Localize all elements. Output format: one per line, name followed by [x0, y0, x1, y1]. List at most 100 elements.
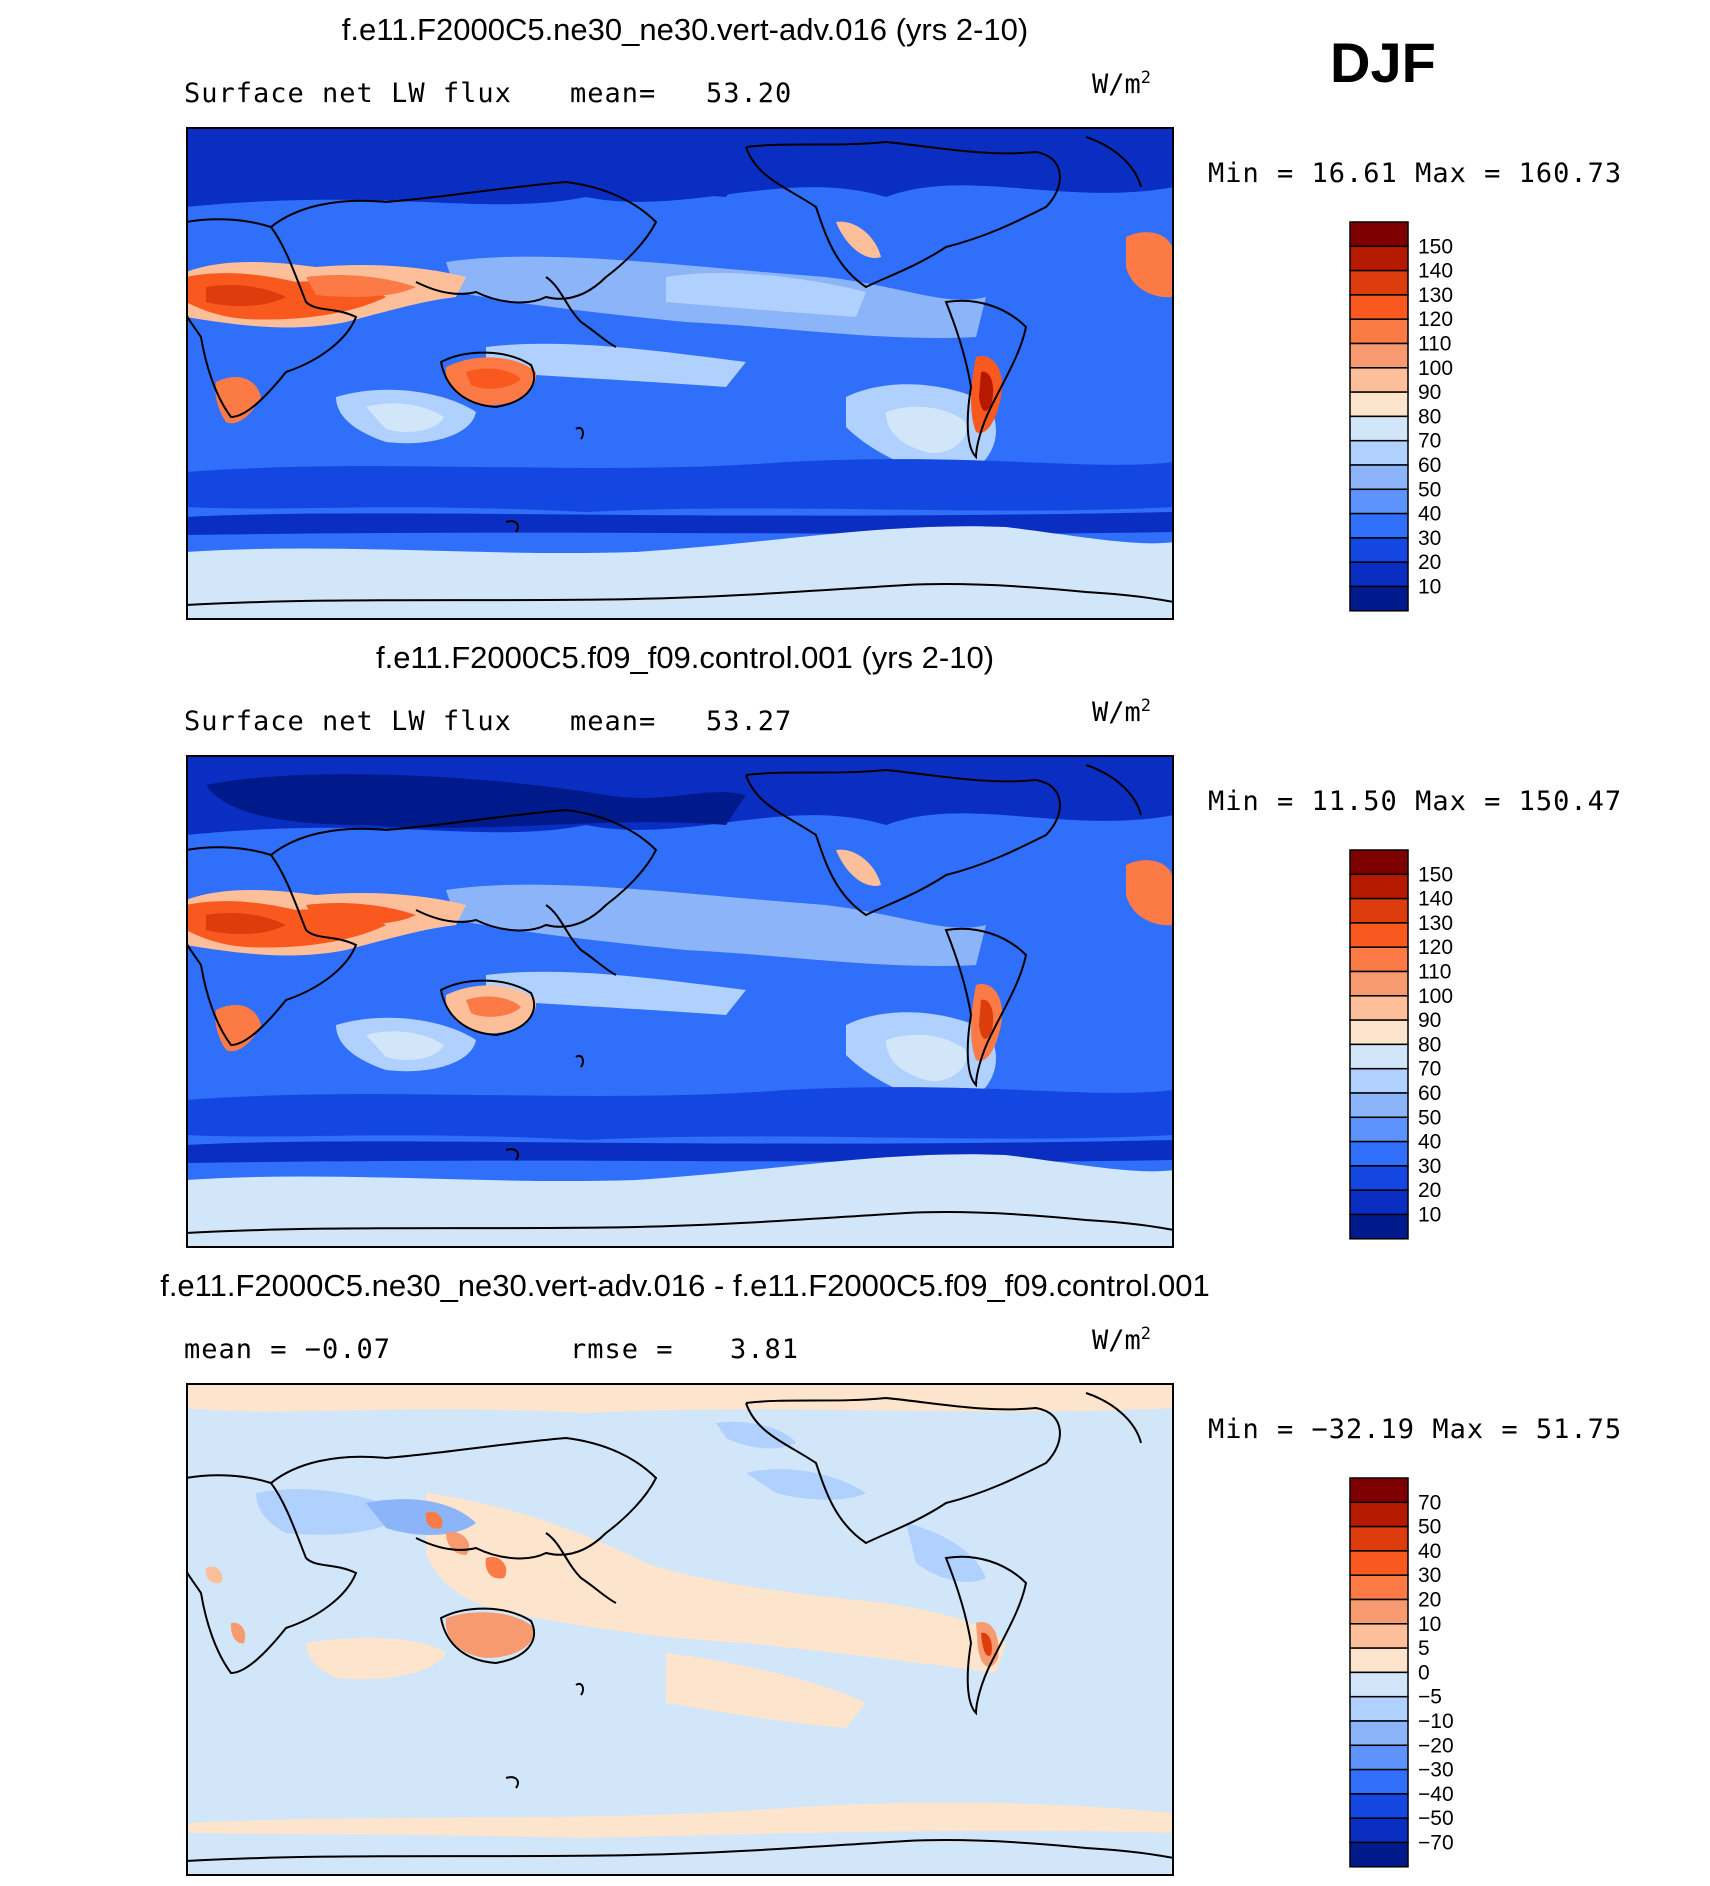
- colorbar-tick-label: 30: [1418, 1155, 1441, 1178]
- colorbar-tick-label: 20: [1418, 551, 1441, 574]
- panel-3-units: W/m2: [1092, 1324, 1152, 1356]
- colorbar-tick-label: 70: [1418, 1058, 1441, 1081]
- colorbar-box: [1349, 269, 1409, 296]
- colorbar-tick-label: 60: [1418, 454, 1441, 477]
- colorbar-tick-label: 70: [1418, 430, 1441, 453]
- colorbar-tick-label: 130: [1418, 284, 1453, 307]
- colorbar-tick-label: 30: [1418, 1564, 1441, 1587]
- colorbar-tick-label: 60: [1418, 1082, 1441, 1105]
- panel-2-minmax: Min = 11.50 Max = 150.47: [1208, 786, 1623, 817]
- colorbar-tick-label: −30: [1418, 1759, 1454, 1782]
- colorbar-box: [1349, 922, 1409, 948]
- colorbar-box: [1349, 488, 1409, 515]
- colorbar-box: [1349, 1116, 1409, 1143]
- colorbar-box: [1349, 1525, 1409, 1552]
- colorbar-tick-label: 0: [1418, 1661, 1430, 1684]
- colorbar-tick-label: 140: [1418, 260, 1453, 283]
- colorbar-tick-label: 20: [1418, 1589, 1441, 1612]
- colorbar-tick-label: 40: [1418, 1131, 1441, 1154]
- colorbar-box: [1349, 367, 1409, 393]
- colorbar-tick-label: 50: [1418, 478, 1441, 501]
- colorbar-tick-label: −20: [1418, 1734, 1454, 1757]
- colorbar-tick-label: 90: [1418, 381, 1441, 404]
- colorbar-box: [1349, 1067, 1409, 1094]
- colorbar-box: [1349, 464, 1409, 491]
- colorbar-box: [1349, 1092, 1409, 1119]
- colorbar-box: [1349, 1019, 1409, 1046]
- colorbar-box: [1349, 294, 1409, 320]
- panel-1-mean-value: 53.20: [706, 78, 793, 109]
- colorbar-box: [1349, 946, 1409, 973]
- panel-1-title: f.e11.F2000C5.ne30_ne30.vert-adv.016 (yr…: [341, 12, 1029, 47]
- panel-1-units: W/m2: [1092, 68, 1152, 100]
- panel-2-map: [186, 755, 1174, 1248]
- colorbar-box: [1349, 1213, 1409, 1240]
- colorbar-tick-label: 30: [1418, 527, 1441, 550]
- panel-3-rmse-value: 3.81: [730, 1334, 800, 1365]
- colorbar-box: [1349, 439, 1409, 466]
- colorbar-box: [1349, 1720, 1409, 1747]
- colorbar-box: [1349, 221, 1409, 248]
- panel-2-title: f.e11.F2000C5.f09_f09.control.001 (yrs 2…: [375, 640, 995, 675]
- colorbar-box: [1349, 1695, 1409, 1722]
- panel-2-mean-value: 53.27: [706, 706, 793, 737]
- colorbar-tick-label: 130: [1418, 912, 1453, 935]
- colorbar-box: [1349, 1501, 1409, 1528]
- colorbar-tick-label: 50: [1418, 1516, 1441, 1539]
- colorbar-tick-label: 150: [1418, 863, 1453, 886]
- colorbar-box: [1349, 1647, 1409, 1674]
- colorbar-box: [1349, 585, 1409, 612]
- colorbar-box: [1349, 1550, 1409, 1576]
- colorbar-box: [1349, 1574, 1409, 1601]
- colorbar-box: [1349, 970, 1409, 997]
- colorbar-tick-label: 20: [1418, 1179, 1441, 1202]
- colorbar-tick-label: 70: [1418, 1491, 1441, 1514]
- colorbar-tick-label: 100: [1418, 985, 1453, 1008]
- season-label: DJF: [1330, 31, 1436, 94]
- colorbar-tick-label: 40: [1418, 503, 1441, 526]
- colorbar-box: [1349, 318, 1409, 345]
- colorbar-box: [1349, 512, 1409, 539]
- panel-3-title: f.e11.F2000C5.ne30_ne30.vert-adv.016 - f…: [160, 1268, 1210, 1303]
- panel-1-variable-label: Surface net LW flux: [184, 78, 512, 109]
- colorbar-box: [1349, 1477, 1409, 1504]
- colorbar-box: [1349, 1140, 1409, 1167]
- colorbar-tick-label: −50: [1418, 1807, 1454, 1830]
- colorbar-box: [1349, 873, 1409, 900]
- panel-1-mean-label: mean=: [570, 78, 657, 109]
- panel-3-minmax: Min = −32.19 Max = 51.75: [1208, 1414, 1623, 1445]
- colorbar-box: [1349, 1671, 1409, 1698]
- colorbar-tick-label: 10: [1418, 1613, 1441, 1636]
- colorbar-tick-label: −40: [1418, 1783, 1454, 1806]
- colorbar-box: [1349, 1817, 1409, 1844]
- colorbar-tick-label: 120: [1418, 308, 1453, 331]
- colorbar-box: [1349, 415, 1409, 442]
- colorbar-box: [1349, 1189, 1409, 1216]
- colorbar-tick-label: 110: [1418, 333, 1451, 356]
- colorbar-tick-label: 80: [1418, 405, 1441, 428]
- colorbar-tick-label: 10: [1418, 576, 1441, 599]
- colorbar-box: [1349, 1598, 1409, 1625]
- colorbar-tick-label: 110: [1418, 961, 1451, 984]
- colorbar-tick-label: 5: [1418, 1637, 1430, 1660]
- colorbar-tick-label: 120: [1418, 936, 1453, 959]
- colorbar-box: [1349, 391, 1409, 418]
- colorbar-box: [1349, 1623, 1409, 1649]
- colorbar-tick-label: 10: [1418, 1204, 1441, 1227]
- panel-2-mean-label: mean=: [570, 706, 657, 737]
- colorbar-box: [1349, 342, 1409, 369]
- colorbar-tick-label: 40: [1418, 1540, 1441, 1563]
- colorbar-box: [1349, 849, 1409, 876]
- colorbar-tick-label: −5: [1418, 1686, 1442, 1709]
- colorbar-tick-label: 150: [1418, 235, 1453, 258]
- colorbar-tick-label: 50: [1418, 1106, 1441, 1129]
- colorbar-box: [1349, 1841, 1409, 1868]
- colorbar-tick-label: −10: [1418, 1710, 1454, 1733]
- colorbar-box: [1349, 1744, 1409, 1771]
- colorbar-box: [1349, 995, 1409, 1021]
- colorbar-box: [1349, 537, 1409, 563]
- panel-1-minmax: Min = 16.61 Max = 160.73: [1208, 158, 1623, 189]
